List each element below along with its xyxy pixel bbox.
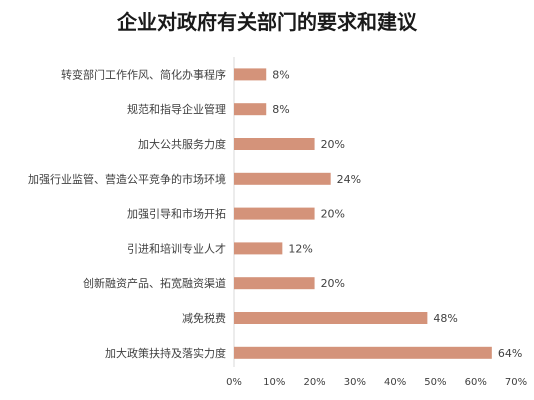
data-label: 12% [288,242,312,255]
bar [234,68,267,81]
x-tick-label: 0% [226,377,242,388]
data-label: 24% [337,173,361,186]
data-label: 20% [321,208,345,221]
data-label: 8% [272,68,289,81]
data-label: 64% [498,347,522,360]
bar [234,346,492,359]
bar [234,242,283,255]
x-tick-label: 70% [505,377,527,388]
category-label: 加强行业监管、营造公平竞争的市场环境 [28,172,226,186]
bar [234,312,428,324]
category-label: 引进和培训专业人才 [127,241,226,255]
x-tick-label: 20% [303,377,325,388]
category-label: 转变部门工作作风、简化办事程序 [61,67,226,81]
bar [234,207,315,220]
data-label: 20% [321,277,345,290]
bar [234,172,331,185]
x-tick-label: 40% [384,377,406,388]
x-tick-label: 60% [465,377,487,388]
chart-title: 企业对政府有关部门的要求和建议 [116,10,418,34]
category-label: 加大政策扶持及落实力度 [105,346,226,360]
data-label: 20% [321,138,345,151]
bar [234,277,315,290]
category-label: 加强引导和市场开拓 [127,207,226,221]
bar [234,138,315,150]
category-label: 规范和指导企业管理 [127,102,226,116]
data-label: 8% [272,103,289,116]
category-label: 减免税费 [182,311,226,325]
category-label: 创新融资产品、拓宽融资渠道 [83,276,226,290]
x-tick-label: 50% [424,377,446,388]
x-tick-label: 10% [263,377,285,388]
category-label: 加大公共服务力度 [138,137,226,151]
data-label: 48% [433,312,457,325]
x-tick-label: 30% [344,377,366,388]
bar [234,103,267,116]
